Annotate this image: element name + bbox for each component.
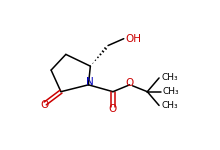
Text: CH₃: CH₃ (162, 87, 179, 96)
Text: CH₃: CH₃ (161, 74, 178, 82)
Text: O: O (125, 78, 134, 88)
Text: O: O (40, 100, 48, 110)
Text: O: O (109, 104, 117, 114)
Text: N: N (86, 77, 93, 87)
Text: CH₃: CH₃ (161, 101, 178, 110)
Text: OH: OH (126, 34, 142, 44)
